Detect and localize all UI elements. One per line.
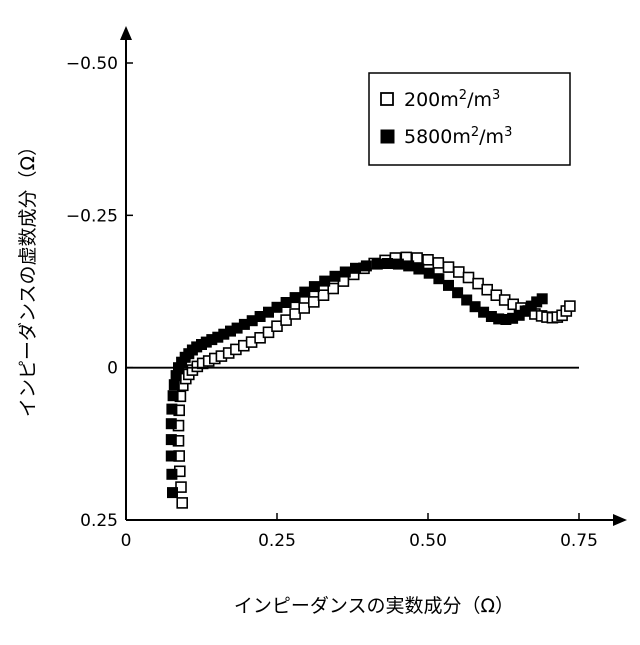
- data-point-open: [433, 258, 443, 268]
- data-point-filled: [272, 302, 282, 312]
- legend-label-series-1: 200m2/m3: [404, 88, 500, 111]
- data-point-filled: [320, 276, 330, 286]
- data-point-filled: [166, 419, 176, 429]
- series-1: [174, 252, 575, 508]
- x-tick-label: 0.50: [409, 531, 447, 551]
- data-point-open: [423, 255, 433, 265]
- data-point-open: [464, 273, 474, 283]
- legend: 200m2/m3 5800m2/m3: [369, 73, 570, 165]
- data-point-filled: [290, 293, 300, 303]
- legend-box: [369, 73, 570, 165]
- data-point-filled: [393, 259, 403, 269]
- data-point-filled: [351, 263, 361, 273]
- y-axis-title: インピーダンスの虚数成分（Ω）: [17, 137, 39, 417]
- x-tick-label: 0: [121, 531, 132, 551]
- data-point-filled: [444, 280, 454, 290]
- data-point-filled: [168, 391, 178, 401]
- y-tick-label: −0.50: [66, 54, 118, 74]
- data-point-filled: [168, 488, 178, 498]
- data-point-filled: [309, 282, 319, 292]
- data-point-filled: [330, 271, 340, 281]
- data-point-filled: [166, 451, 176, 461]
- data-point-filled: [167, 469, 177, 479]
- data-point-filled: [383, 259, 393, 269]
- data-point-open: [454, 267, 464, 277]
- data-point-filled: [424, 268, 434, 278]
- data-marks: [166, 252, 575, 508]
- data-point-open: [177, 498, 187, 508]
- data-point-filled: [414, 264, 424, 274]
- data-point-filled: [537, 294, 547, 304]
- data-point-filled: [434, 274, 444, 284]
- y-tick-label: 0.25: [80, 511, 118, 531]
- data-point-open: [299, 303, 309, 313]
- data-point-filled: [453, 288, 463, 298]
- data-point-filled: [340, 267, 350, 277]
- x-tick-label: 0.75: [560, 531, 598, 551]
- data-point-filled: [166, 435, 176, 445]
- legend-marker-open-square-icon: [381, 93, 393, 105]
- data-point-open: [565, 301, 575, 311]
- data-point-filled: [167, 404, 177, 414]
- data-point-filled: [169, 380, 179, 390]
- x-tick-label: 0.25: [258, 531, 296, 551]
- data-point-open: [319, 290, 329, 300]
- data-point-filled: [361, 261, 371, 271]
- data-point-filled: [372, 259, 382, 269]
- y-tick-label: −0.25: [66, 206, 118, 226]
- data-point-filled: [404, 261, 414, 271]
- legend-marker-filled-square-icon: [381, 130, 394, 143]
- data-point-open: [444, 262, 454, 272]
- data-point-filled: [300, 287, 310, 297]
- y-axis-arrow-icon: [120, 26, 132, 40]
- y-tick-label: 0: [107, 359, 118, 379]
- x-axis-title: インピーダンスの実数成分（Ω）: [234, 595, 514, 617]
- x-axis-arrow-icon: [613, 514, 627, 526]
- data-point-open: [309, 297, 319, 307]
- legend-label-series-2: 5800m2/m3: [404, 125, 512, 148]
